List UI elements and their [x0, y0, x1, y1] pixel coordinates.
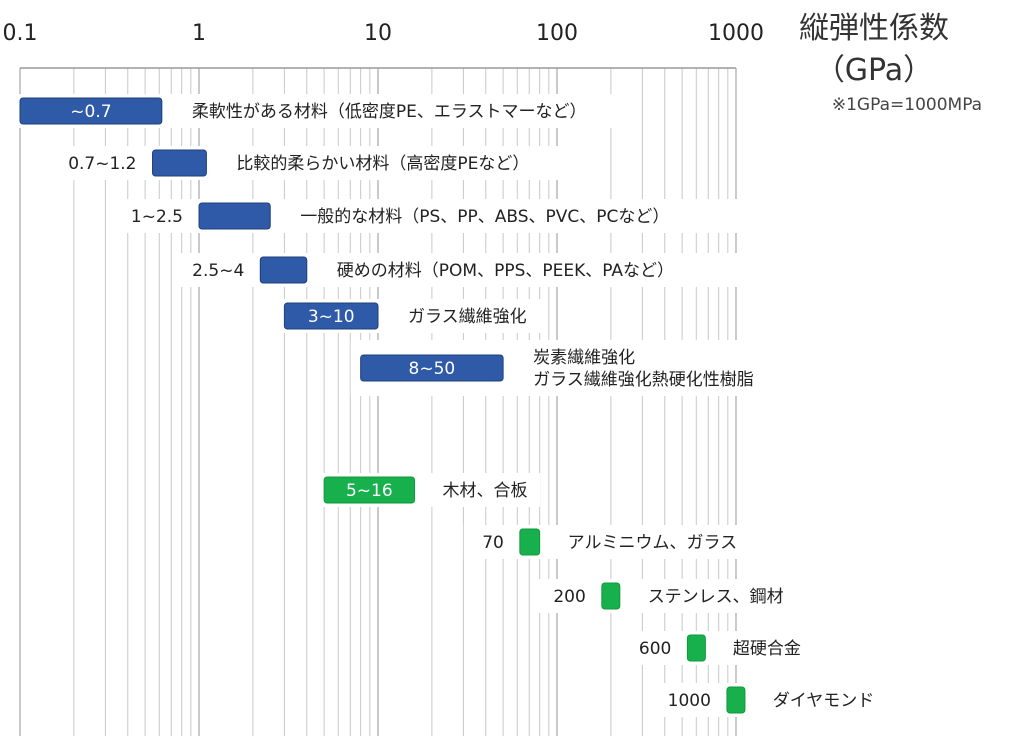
range-label: 3~10 — [308, 307, 355, 327]
range-label: 5~16 — [346, 481, 393, 501]
range-bar — [726, 686, 746, 714]
range-label: 8~50 — [409, 359, 456, 379]
row-backdrop — [535, 579, 798, 613]
range-bar — [283, 302, 379, 330]
range-label: 70 — [482, 533, 504, 553]
row-backdrop — [463, 525, 753, 559]
material-description: 一般的な材料（PS、PP、ABS、PVC、PCなど） — [300, 207, 669, 227]
range-label: 1~2.5 — [131, 207, 183, 227]
axis-title-line1: 縦弾性係数 — [799, 11, 949, 46]
data-rows: ~0.7 柔軟性がある材料（低密度PE、エラストマーなど） 0.7~1.2 比較的柔ら… — [10, 94, 888, 717]
material-description: アルミニウム、ガラス — [568, 533, 738, 553]
material-description: ガラス繊維強化 — [408, 307, 527, 327]
material-description: 比較的柔らかい材料（高密度PEなど） — [236, 154, 529, 174]
x-axis: 0.1 1 10 100 1000 — [3, 21, 764, 69]
row-backdrop — [46, 146, 562, 180]
x-tick-label: 100 — [536, 21, 578, 46]
x-tick-label: 1000 — [708, 21, 764, 46]
axis-title-line2: （GPa） — [815, 53, 933, 88]
range-label: ~0.7 — [70, 102, 111, 122]
range-bar — [601, 582, 621, 610]
material-description: 柔軟性がある材料（低密度PE、エラストマーなど） — [192, 102, 587, 122]
material-description: ダイヤモンド — [773, 691, 875, 711]
x-tick-label: 1 — [192, 21, 206, 46]
x-tick-label: 0.1 — [3, 21, 38, 46]
material-description: 炭素繊維強化 — [533, 348, 635, 368]
range-bar — [19, 97, 163, 125]
material-description: ガラス繊維強化熱硬化性樹脂 — [533, 370, 754, 390]
row-backdrop — [621, 631, 813, 665]
x-tick-label: 10 — [364, 21, 392, 46]
material-description: 超硬合金 — [733, 639, 801, 659]
range-label: 0.7~1.2 — [68, 154, 136, 174]
unit-note: ※1GPa=1000MPa — [832, 95, 982, 115]
range-bar — [198, 202, 271, 230]
row-backdrop — [650, 683, 888, 717]
material-description: ステンレス、鋼材 — [648, 587, 784, 607]
range-label: 2.5~4 — [192, 261, 244, 281]
range-bar — [259, 256, 308, 284]
material-description: 硬めの材料（POM、PPS、PEEK、PAなど） — [337, 261, 674, 281]
range-bar — [360, 354, 504, 382]
material-description: 木材、合板 — [443, 481, 528, 501]
range-bar — [323, 476, 416, 504]
range-label: 1000 — [668, 691, 711, 711]
range-bar — [519, 528, 541, 556]
range-label: 600 — [639, 639, 671, 659]
range-bar — [686, 634, 706, 662]
range-bar — [152, 149, 207, 177]
range-label: 200 — [553, 587, 585, 607]
